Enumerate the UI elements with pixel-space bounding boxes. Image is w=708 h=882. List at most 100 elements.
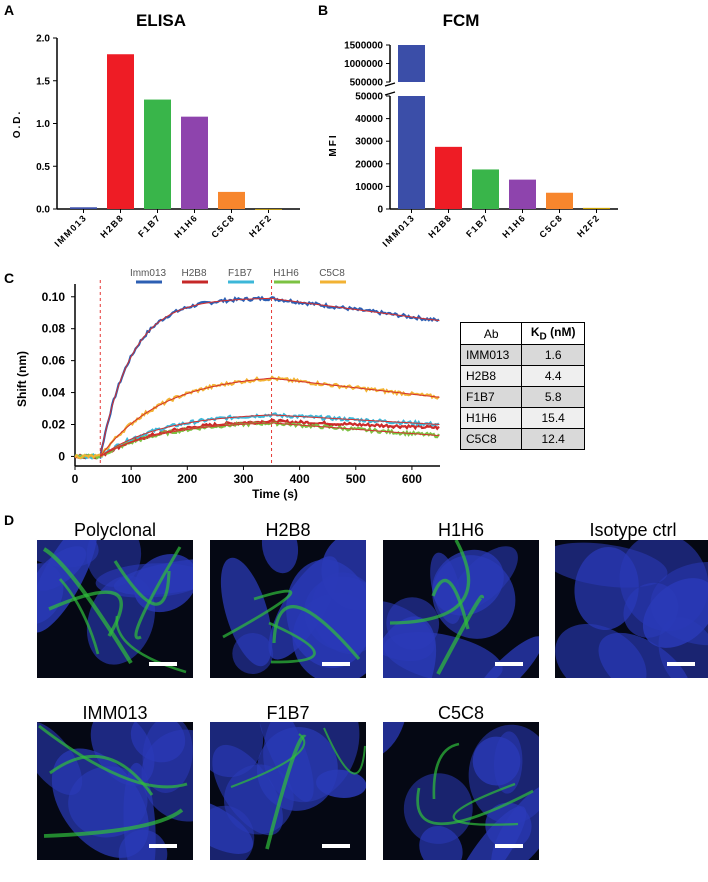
elisa-title: ELISA — [136, 11, 186, 30]
fcm-y-tick-label: 20000 — [355, 159, 383, 170]
kinetics-series-line — [74, 375, 440, 460]
green-stain — [58, 578, 100, 655]
tissue-region — [383, 722, 406, 758]
tissue-region — [37, 540, 98, 633]
elisa-x-tick-label: H1H6 — [172, 212, 200, 240]
image-label: Polyclonal — [73, 520, 157, 540]
kinetics-x-tick-label: 200 — [177, 472, 197, 486]
table-cell-ab: H1H6 — [459, 407, 523, 430]
immunofluorescence-image — [37, 722, 193, 860]
fcm-x-tick-label: IMM013 — [380, 212, 416, 248]
fcm-bar — [546, 192, 573, 209]
elisa-bar — [218, 191, 245, 209]
kd-header-sub: D — [539, 331, 547, 343]
fcm-x-tick-label: C5C8 — [537, 212, 565, 240]
tissue-region — [232, 633, 274, 675]
kinetics-y-tick-label: 0.02 — [42, 417, 66, 431]
image-label: F1B7 — [266, 703, 310, 723]
table-cell-kd: 1.6 — [521, 344, 585, 367]
fcm-y-tick-label: 1000000 — [344, 59, 383, 70]
tissue-region — [90, 722, 155, 786]
tissue-region — [141, 729, 193, 822]
tissue-region — [133, 554, 193, 613]
fcm-bar — [398, 96, 425, 209]
kd-header-unit: (nM) — [546, 325, 576, 339]
table-cell-kd: 4.4 — [521, 365, 585, 388]
elisa-x-tick-label: IMM013 — [52, 212, 88, 248]
fcm-axis-break-mark — [384, 91, 396, 96]
immunofluorescence-image — [210, 722, 366, 860]
kinetics-x-tick-label: 100 — [121, 472, 141, 486]
fcm-bar — [472, 169, 499, 209]
green-stain — [436, 594, 484, 675]
kd-table: Ab KD (nM) IMM013 1.6 H2B8 4.4 F1B7 5.8 H1H… — [459, 321, 585, 451]
kd-table-header-kd: KD (nM) — [521, 321, 585, 346]
fcm-bar-upper — [398, 45, 425, 82]
fcm-bar — [509, 179, 536, 209]
fcm-x-tick-label: F1B7 — [464, 212, 491, 239]
immunofluorescence-image — [383, 722, 539, 860]
fcm-bar-chart: FCM MFI 0 10000 20000 30000 40000 50000 500000… — [328, 11, 618, 249]
fcm-x-tick-label: H2B8 — [426, 212, 454, 240]
image-label: IMM013 — [82, 703, 148, 723]
green-stain — [268, 621, 316, 664]
green-stain — [42, 547, 133, 665]
image-label: H1H6 — [437, 520, 485, 540]
kinetics-legend-label: C5C8 — [319, 268, 345, 279]
tissue-region — [453, 806, 527, 860]
table-row: F1B7 5.8 — [459, 386, 585, 409]
tissue-region — [403, 773, 473, 844]
tissue-region — [261, 540, 299, 574]
panel-letter-c: C — [4, 270, 15, 286]
fcm-x-tick-label: H2F2 — [575, 212, 602, 239]
fcm-bar — [435, 146, 462, 209]
kinetics-legend-label: F1B7 — [228, 268, 252, 279]
scale-bar — [667, 662, 695, 666]
fcm-bar — [583, 207, 610, 209]
table-cell-ab: C5C8 — [459, 428, 523, 451]
elisa-y-tick-label: 1.0 — [36, 119, 50, 130]
kinetics-y-tick-label: 0.10 — [42, 290, 66, 304]
table-row: C5C8 12.4 — [459, 428, 585, 451]
kd-table-header-ab: Ab — [459, 321, 523, 346]
table-row: H2B8 4.4 — [459, 365, 585, 388]
immunofluorescence-image — [210, 540, 366, 678]
fcm-y-axis-label: MFI — [328, 133, 339, 156]
table-row: H1H6 15.4 — [459, 407, 585, 430]
kinetics-legend-label: H2B8 — [181, 268, 206, 279]
table-cell-ab: F1B7 — [459, 386, 523, 409]
kd-header-k: K — [530, 325, 540, 339]
green-stain — [323, 727, 366, 775]
image-label: C5C8 — [437, 703, 485, 723]
tissue-region — [383, 600, 435, 662]
kinetics-y-tick-label: 0.04 — [42, 386, 66, 400]
image-label: H2B8 — [265, 520, 311, 540]
green-stain — [416, 787, 534, 826]
tissue-region — [210, 798, 254, 854]
table-cell-kd: 15.4 — [521, 407, 585, 430]
elisa-bar — [70, 207, 97, 209]
green-stain — [222, 589, 293, 639]
elisa-x-tick-label: F1B7 — [136, 212, 163, 239]
tissue-region — [321, 540, 366, 611]
fcm-y-tick-label: 30000 — [355, 137, 383, 148]
panel-letter-b: B — [318, 2, 329, 18]
green-stain — [272, 605, 361, 661]
fcm-y-tick-label: 500000 — [350, 78, 384, 89]
elisa-bar — [181, 116, 208, 209]
fcm-y-tick-label: 0 — [377, 205, 383, 216]
table-cell-kd: 12.4 — [521, 428, 585, 451]
table-cell-ab: H2B8 — [459, 365, 523, 388]
kd-table-header-row: Ab KD (nM) — [459, 321, 585, 346]
fcm-y-tick-label: 40000 — [355, 114, 383, 125]
tissue-region — [419, 825, 463, 860]
scale-bar — [495, 844, 523, 848]
table-row: IMM013 1.6 — [459, 344, 585, 367]
kinetics-series-line — [74, 412, 440, 460]
kinetics-x-tick-label: 600 — [402, 472, 422, 486]
elisa-y-tick-label: 0.0 — [36, 205, 50, 216]
elisa-y-tick-label: 1.5 — [36, 76, 50, 87]
scale-bar — [149, 662, 177, 666]
kinetics-fit-curve — [99, 377, 440, 457]
kinetics-y-tick-label: 0 — [58, 449, 65, 463]
